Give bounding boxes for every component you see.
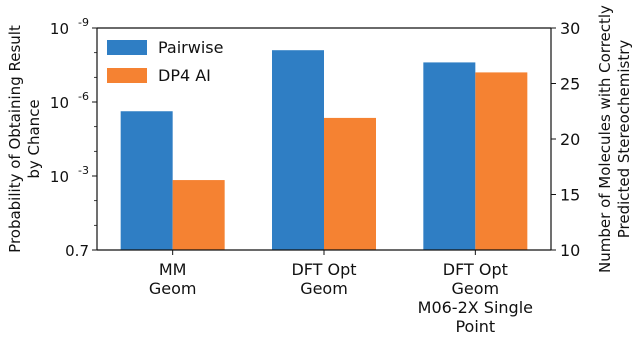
right-tick-label-1: 15 xyxy=(560,186,580,205)
left-tick-label-0: 10 xyxy=(50,20,69,38)
bar-0-1 xyxy=(272,50,324,251)
right-axis-title-0: Number of Molecules with Correctly xyxy=(596,5,614,273)
left-tick-label-1: 10 xyxy=(50,94,69,112)
x-tick-label-1-0: DFT Opt xyxy=(291,260,356,279)
left-axis-title-1: by Chance xyxy=(25,99,43,178)
right-tick-label-0: 10 xyxy=(560,241,580,260)
legend-label-1: DP4 AI xyxy=(158,66,211,85)
right-tick-label-2: 20 xyxy=(560,130,580,149)
left-axis-title-0: Probability of Obtaining Result xyxy=(6,25,24,253)
bar-0-0 xyxy=(120,111,173,250)
legend-label-0: Pairwise xyxy=(158,38,223,57)
x-tick-label-2-3: Point xyxy=(455,317,495,336)
x-tick-label-2-2: M06-2X Single xyxy=(418,298,533,317)
bar-0-2 xyxy=(423,62,476,250)
right-axis-title-1: Predicted Stereochemistry xyxy=(615,40,633,239)
right-tick-label-4: 30 xyxy=(560,19,580,38)
bar-1-2 xyxy=(475,72,528,251)
bar-1-0 xyxy=(172,180,225,250)
legend-swatch-0 xyxy=(107,40,147,55)
legend-swatch-1 xyxy=(107,68,147,83)
left-tick-label-2: 10 xyxy=(50,168,69,186)
x-tick-label-0-1: Geom xyxy=(149,279,197,298)
left-tick-exp-2: -3 xyxy=(78,164,89,177)
x-tick-label-1-1: Geom xyxy=(300,279,348,298)
left-tick-label-3: 0.7 xyxy=(65,242,89,260)
x-tick-label-0-0: MM xyxy=(159,260,187,279)
left-tick-exp-0: -9 xyxy=(78,16,89,29)
left-tick-exp-1: -6 xyxy=(78,90,89,103)
x-tick-label-2-1: Geom xyxy=(452,279,500,298)
x-tick-label-2-0: DFT Opt xyxy=(443,260,508,279)
right-tick-label-3: 25 xyxy=(560,75,580,94)
bar-1-1 xyxy=(324,117,376,250)
